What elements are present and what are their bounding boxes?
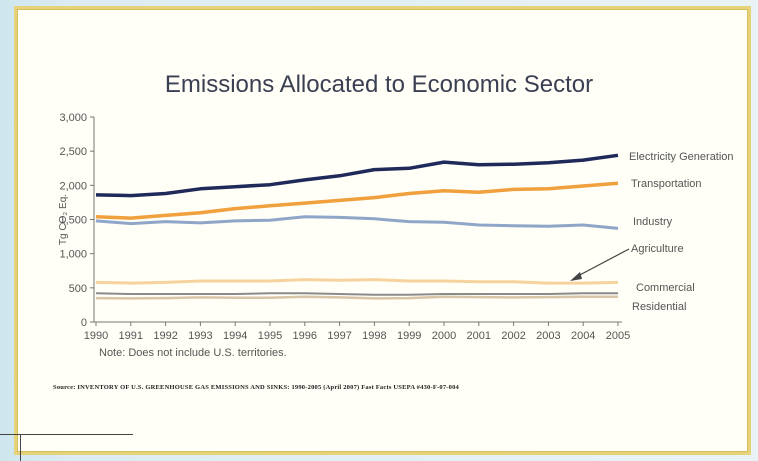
series-line-industry — [95, 215, 619, 230]
chart-series — [95, 153, 619, 300]
x-tick-label: 1994 — [223, 330, 247, 342]
agriculture-arrowhead — [570, 272, 582, 281]
label-commercial: Commercial — [636, 282, 695, 294]
y-tick-label: 0 — [81, 317, 87, 329]
source-citation: Source: INVENTORY OF U.S. GREENHOUSE GAS… — [53, 384, 459, 391]
y-tick-label: 1,500 — [59, 215, 87, 227]
series-labels: Electricity Generation Transportation Indu… — [570, 151, 734, 313]
y-tick-label: 2,000 — [59, 180, 87, 192]
x-tick-label: 1991 — [119, 330, 143, 342]
x-tick-label: 2002 — [501, 330, 525, 342]
x-tick-label: 1990 — [84, 330, 108, 342]
x-tick-label: 2000 — [432, 330, 456, 342]
agriculture-arrow — [575, 248, 630, 278]
slide-frame — [14, 6, 751, 455]
y-tick-label: 3,000 — [59, 112, 87, 124]
x-tick-label: 1992 — [153, 330, 177, 342]
series-line-residential — [95, 295, 618, 300]
x-tick-label: 1997 — [327, 330, 351, 342]
series-line-commercial — [95, 292, 618, 296]
x-tick-label: 1995 — [258, 330, 282, 342]
divider-line — [0, 434, 133, 435]
label-residential: Residential — [632, 301, 686, 313]
x-tick-label: 2005 — [606, 330, 630, 342]
divider-line-vertical — [20, 434, 21, 461]
label-electricity-generation: Electricity Generation — [629, 151, 734, 163]
x-tick-label: 2004 — [571, 330, 595, 342]
series-line-electricity-generation — [95, 153, 619, 198]
y-axis-label: Tg CO₂ Eq. — [58, 194, 69, 245]
chart-title: Emissions Allocated to Economic Sector — [164, 71, 594, 98]
series-line-transportation — [95, 181, 619, 220]
chart-note: Note: Does not include U.S. territories. — [99, 347, 287, 359]
x-tick-label: 1998 — [362, 330, 386, 342]
x-tick-label: 1993 — [188, 330, 212, 342]
x-tick-label: 1996 — [293, 330, 317, 342]
series-line-agriculture — [95, 278, 619, 285]
y-tick-label: 1,000 — [59, 249, 87, 261]
label-industry: Industry — [633, 216, 673, 228]
chart-axes: 0 500 1,000 1,500 2,000 2,500 3,000 1990 1991 199… — [58, 112, 630, 342]
label-agriculture: Agriculture — [631, 243, 684, 255]
y-tick-label: 2,500 — [59, 146, 87, 158]
y-tick-label: 500 — [69, 283, 87, 295]
x-tick-label: 2003 — [536, 330, 560, 342]
x-tick-label: 1999 — [397, 330, 421, 342]
label-transportation: Transportation — [631, 178, 702, 190]
x-tick-label: 2001 — [467, 330, 491, 342]
